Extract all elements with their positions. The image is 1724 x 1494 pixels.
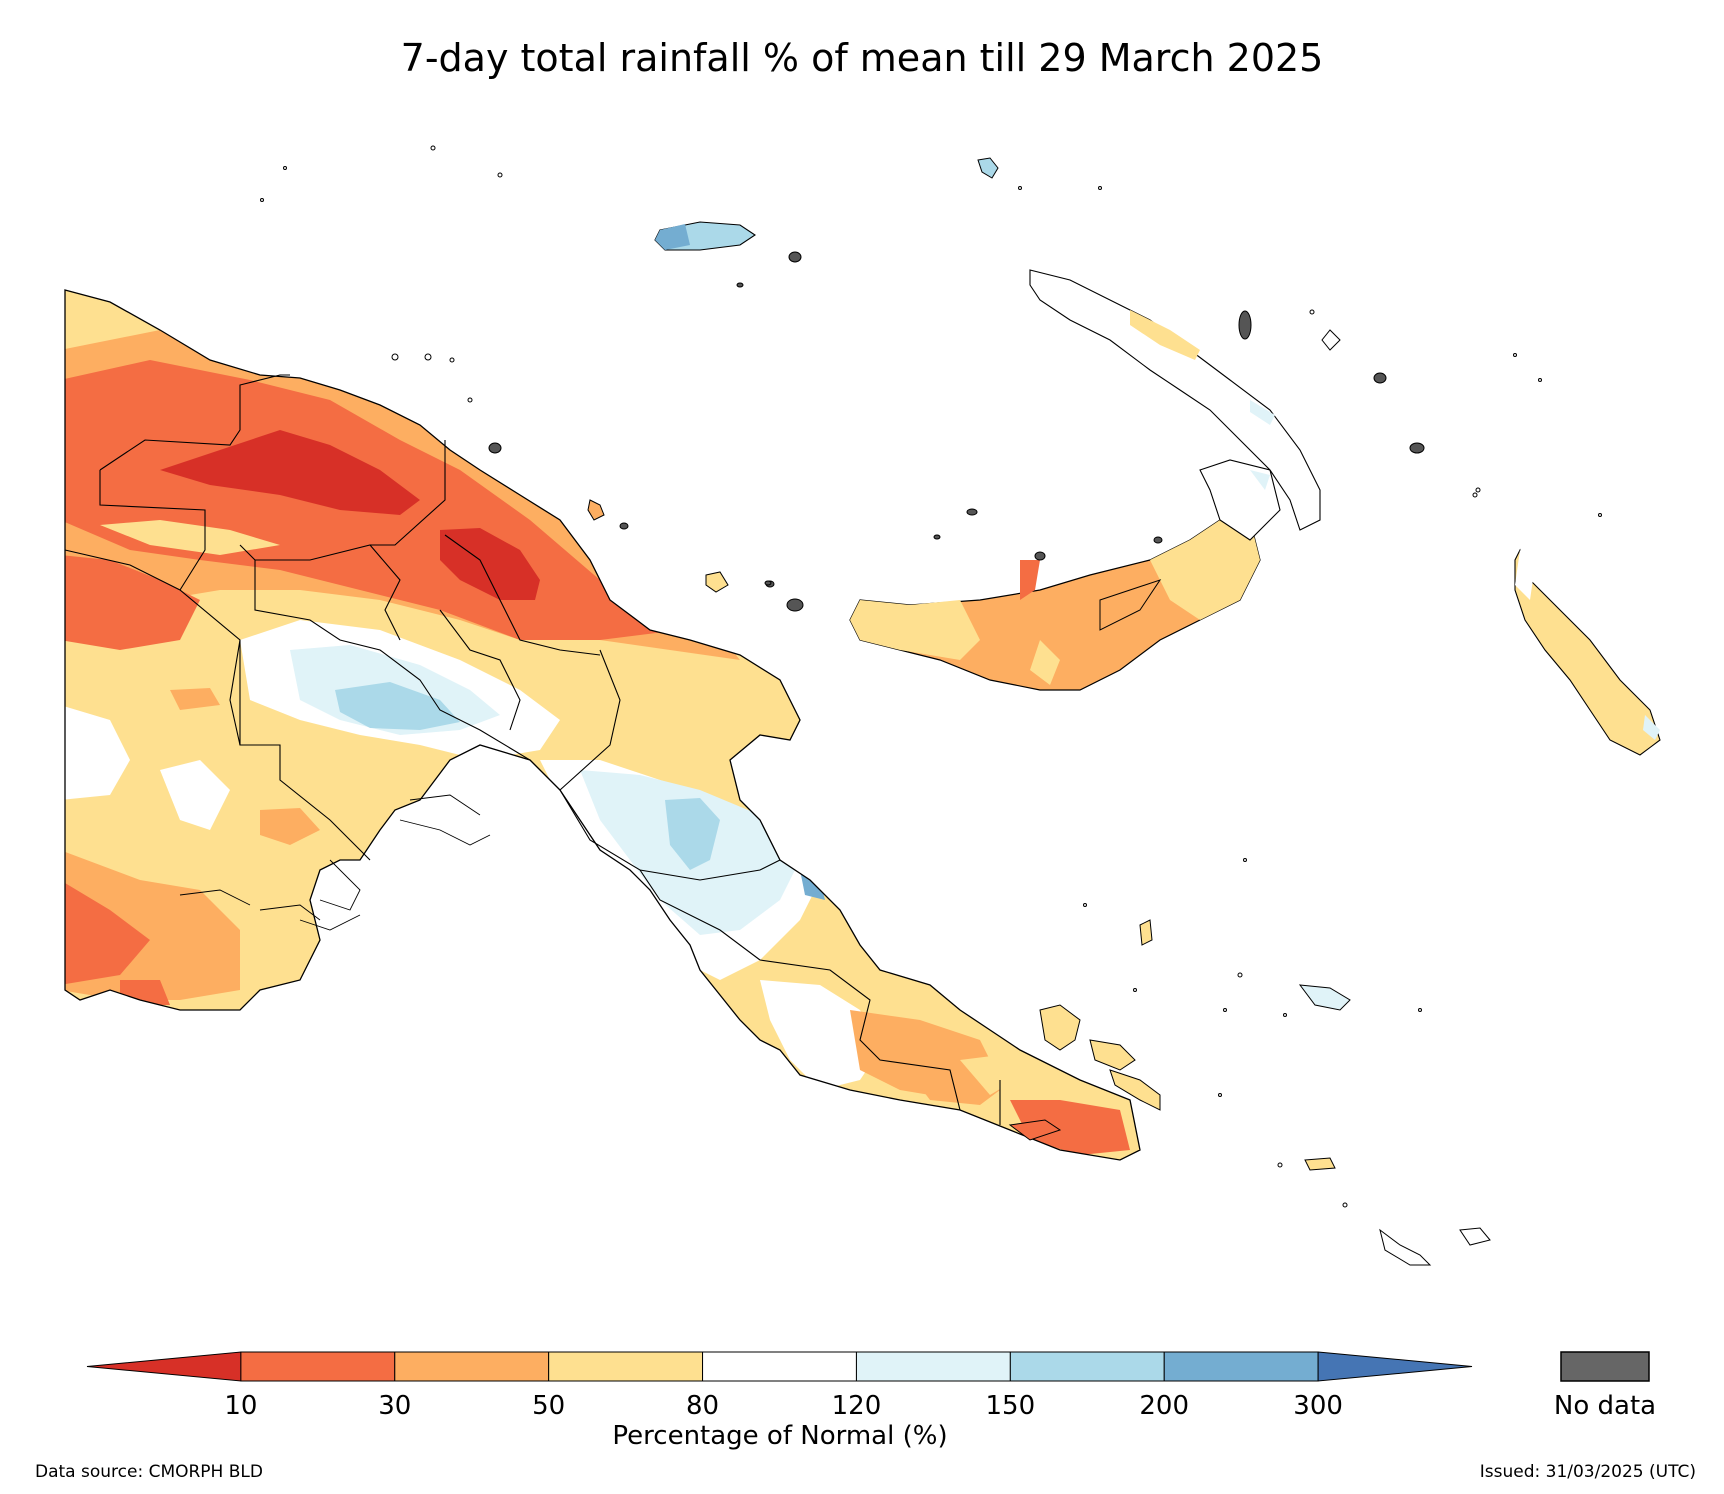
issued-date: Issued: 31/03/2025 (UTC) [1479,1462,1696,1482]
colorbar-bin-50-80 [548,1351,704,1382]
colorbar-bin-200-300 [1163,1351,1319,1382]
colorbar-bin->300 [1317,1351,1473,1382]
colorbar-tick-label: 300 [1293,1391,1343,1421]
nodata-swatch [1560,1351,1650,1382]
colorbar-tick-label: 200 [1139,1391,1189,1421]
colorbar-tick-label: 80 [686,1391,719,1421]
map-title: 7-day total rainfall % of mean till 29 M… [400,36,1324,80]
colorbar-tick-label: 50 [532,1391,565,1421]
rainfall-map [64,145,1661,1266]
colorbar-bin-120-150 [855,1351,1011,1382]
colorbar-label: Percentage of Normal (%) [612,1421,947,1451]
colorbar-bin-<10 [86,1351,242,1382]
colorbar-tick-label: 10 [224,1391,257,1421]
colorbar-bin-10-30 [240,1351,396,1382]
colorbar-bin-30-50 [394,1351,550,1382]
colorbar-bin-150-200 [1009,1351,1165,1382]
data-source: Data source: CMORPH BLD [35,1462,263,1482]
colorbar-tick-label: 30 [378,1391,411,1421]
colorbar-tick-label: 150 [986,1391,1036,1421]
colorbar-tick-label: 120 [832,1391,882,1421]
nodata-label: No data [1554,1391,1656,1421]
colorbar-bin-80-120 [702,1351,857,1382]
